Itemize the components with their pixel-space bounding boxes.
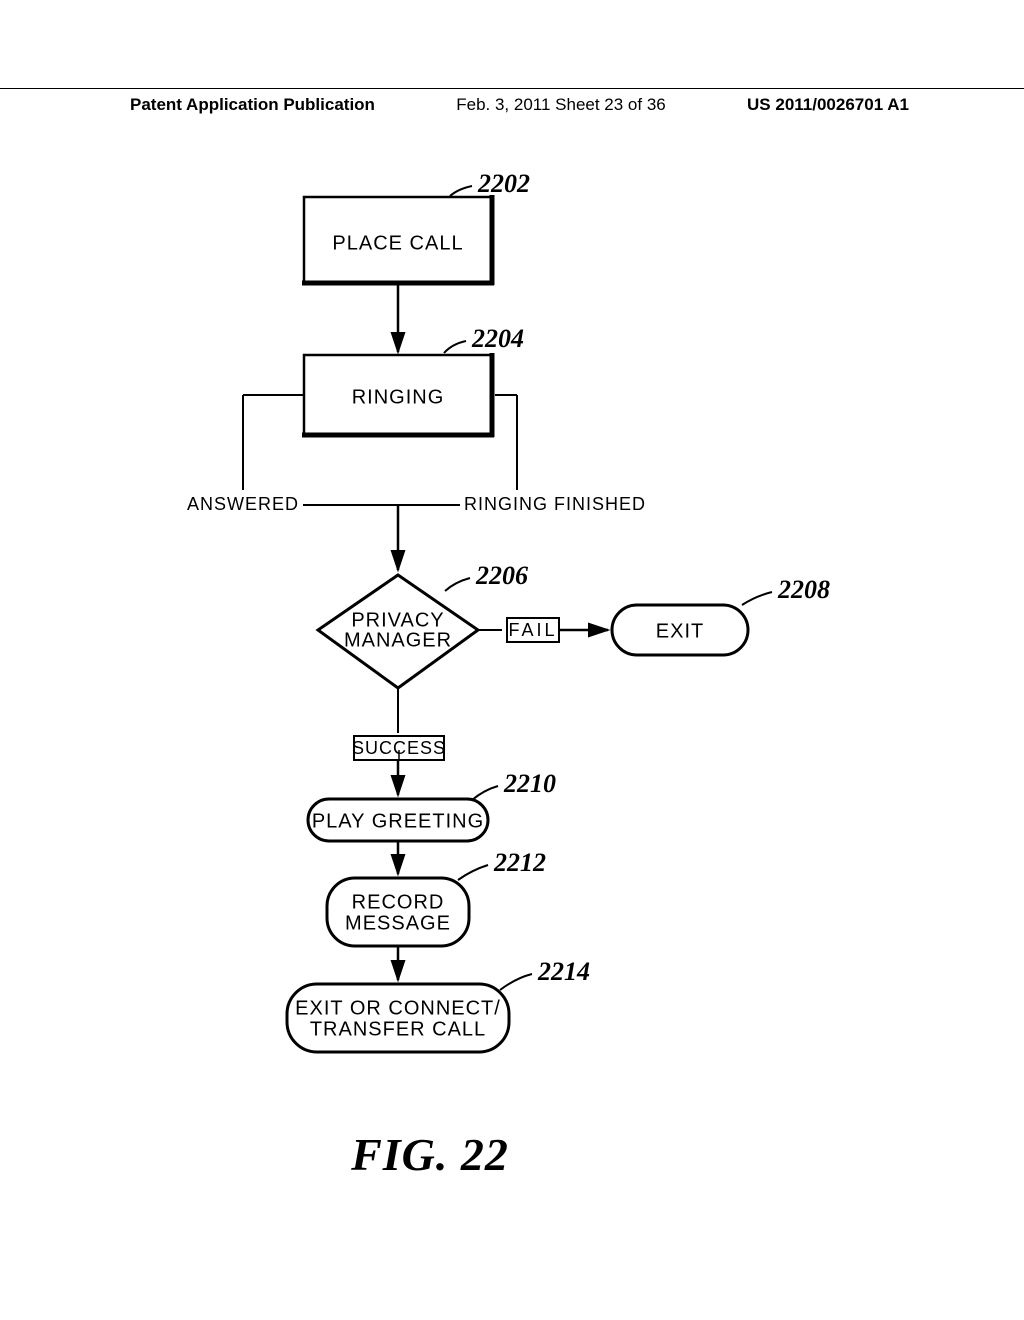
fail-label-box: FAIL bbox=[507, 618, 559, 642]
privacy-label2: MANAGER bbox=[344, 629, 452, 651]
ringing-label: RINGING bbox=[352, 386, 445, 408]
ref-2202: 2202 bbox=[477, 169, 530, 198]
place-call-label: PLACE CALL bbox=[332, 232, 463, 254]
success-label-box: SUCCESS bbox=[352, 736, 446, 761]
record-label2: MESSAGE bbox=[345, 912, 451, 934]
node-privacy-manager: PRIVACY MANAGER bbox=[318, 575, 478, 688]
ref-2204: 2204 bbox=[471, 324, 524, 353]
ref-2206: 2206 bbox=[475, 561, 528, 590]
ref-2212: 2212 bbox=[493, 848, 546, 877]
fail-label: FAIL bbox=[508, 620, 557, 640]
node-ringing: RINGING bbox=[302, 353, 494, 437]
patent-page: Patent Application Publication Feb. 3, 2… bbox=[0, 0, 1024, 1320]
exit-label: EXIT bbox=[656, 620, 704, 642]
exit-connect-label1: EXIT OR CONNECT/ bbox=[295, 997, 501, 1019]
node-exit: EXIT bbox=[612, 605, 748, 655]
ringing-finished-label: RINGING FINISHED bbox=[464, 494, 646, 514]
ref-2210: 2210 bbox=[503, 769, 556, 798]
exit-connect-label2: TRANSFER CALL bbox=[310, 1018, 486, 1040]
ref-2208: 2208 bbox=[777, 575, 830, 604]
record-label1: RECORD bbox=[352, 891, 445, 913]
privacy-label1: PRIVACY bbox=[351, 609, 444, 631]
play-greeting-label: PLAY GREETING bbox=[312, 810, 484, 832]
node-play-greeting: PLAY GREETING bbox=[308, 799, 488, 841]
flowchart-svg: PLACE CALL 2202 RINGING 2204 ANSWERED RI… bbox=[0, 0, 1024, 1320]
ref-2214: 2214 bbox=[537, 957, 590, 986]
figure-label: FIG. 22 bbox=[350, 1129, 509, 1180]
node-exit-connect-transfer: EXIT OR CONNECT/ TRANSFER CALL bbox=[287, 984, 509, 1052]
answered-label: ANSWERED bbox=[187, 494, 299, 514]
node-place-call: PLACE CALL bbox=[302, 195, 494, 285]
node-record-message: RECORD MESSAGE bbox=[327, 878, 469, 946]
